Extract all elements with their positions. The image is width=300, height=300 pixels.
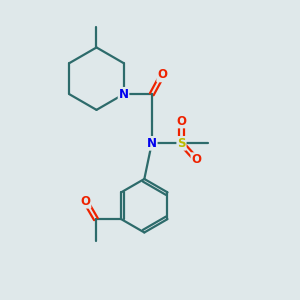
Text: N: N [147,137,157,150]
Text: O: O [80,195,91,208]
Text: N: N [118,88,128,101]
Text: O: O [157,68,167,82]
Text: O: O [191,153,201,166]
Text: O: O [176,115,187,128]
Text: S: S [177,137,186,150]
